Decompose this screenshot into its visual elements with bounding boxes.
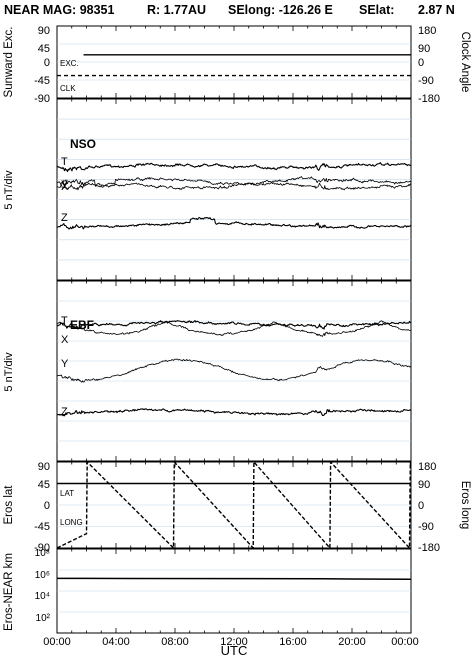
x-tick-label: 00:00 — [43, 636, 71, 648]
eros-long-ytick: 0 — [418, 500, 424, 512]
sunward-ytick: 45 — [38, 43, 50, 55]
lat-series-label: LAT — [60, 489, 74, 498]
nso-y-trace — [56, 176, 412, 188]
nso-z-trace — [56, 216, 412, 230]
x-tick-label: 04:00 — [102, 636, 130, 648]
header-selat: SElat: — [359, 3, 394, 17]
eros-ytick: 0 — [44, 500, 50, 512]
clock-ytick: -90 — [418, 75, 434, 87]
nso-series-x: X — [61, 181, 69, 193]
nso-title: NSO — [70, 137, 96, 151]
nso-x-trace — [56, 181, 412, 191]
nso-ylabel: 5 nT/div — [3, 170, 15, 210]
nso-series-z: Z — [61, 212, 68, 224]
traces — [56, 54, 412, 580]
x-tick-label: 20:00 — [338, 636, 366, 648]
eros-ytick: 90 — [38, 461, 50, 473]
x-tick-label: 16:00 — [279, 636, 307, 648]
clock-ylabel: Clock Angle — [459, 32, 471, 93]
eros-long-ytick: 90 — [418, 479, 430, 491]
header-selong: SElong: -126.26 E — [228, 3, 333, 17]
eros-ytick: -90 — [34, 542, 50, 554]
eros-ytick: 45 — [38, 479, 50, 491]
nso-series-t: T — [61, 156, 68, 168]
header-distance: R: 1.77AU — [147, 3, 206, 17]
range-ytick: 10⁶ — [35, 570, 50, 581]
eros-ytick: -45 — [34, 521, 50, 533]
x-tick-label: 12:00 — [220, 636, 248, 648]
clock-ytick: 0 — [418, 57, 424, 69]
range-ylabel: Eros-NEAR km — [3, 553, 15, 631]
clock-ytick: -180 — [418, 93, 440, 105]
nso-t-trace — [56, 162, 412, 173]
ebf-ylabel: 5 nT/div — [3, 352, 15, 392]
sunward-ytick: -90 — [34, 93, 50, 105]
sunward-ylabel: Sunward Exc. — [3, 27, 15, 98]
ebf-series-y: Y — [61, 358, 69, 370]
ebf-series-x: X — [61, 334, 69, 346]
ebf-title: EBF — [70, 318, 94, 332]
ebf-z-trace — [56, 408, 412, 417]
long-series-label: LONG — [60, 518, 83, 527]
exc-series-label: EXC. — [60, 59, 79, 68]
eros-long-ytick: -90 — [418, 521, 434, 533]
sunward-ytick: 90 — [38, 25, 50, 37]
sunward-ytick: -45 — [34, 75, 50, 87]
range-ytick: 10⁴ — [35, 591, 50, 602]
header: NEAR MAG: 98351 R: 1.77AU SElong: -126.2… — [4, 3, 455, 17]
ebf-series-t: T — [61, 315, 68, 327]
x-axis-label: UTC — [221, 643, 248, 656]
range-ytick: 10² — [36, 613, 51, 624]
x-tick-label: 00:00 — [391, 636, 419, 648]
clk-series-label: CLK — [60, 84, 76, 93]
clock-ytick: 180 — [418, 25, 436, 37]
range-trace — [57, 577, 412, 580]
ebf-series-z: Z — [61, 406, 68, 418]
x-tick-label: 08:00 — [161, 636, 189, 648]
eros-long-ylabel: Eros long — [459, 481, 471, 530]
long-trace — [56, 461, 412, 549]
ebf-t-trace — [56, 320, 412, 330]
header-selat-value: 2.87 N — [418, 3, 455, 17]
eros-lat-ylabel: Eros lat — [3, 485, 15, 525]
nso-series-y-visible: Y — [61, 179, 69, 191]
panel-ebf-frame — [56, 280, 412, 462]
sunward-ytick: 0 — [44, 57, 50, 69]
clock-ytick: 90 — [418, 43, 430, 55]
range-ytick: 10⁸ — [35, 548, 50, 559]
eros-long-ytick: 180 — [418, 461, 436, 473]
ebf-y-trace — [56, 358, 412, 383]
eros-long-ytick: -180 — [418, 542, 440, 554]
panel-nso-frame — [56, 98, 412, 281]
ebf-x-trace — [56, 320, 412, 337]
header-instrument: NEAR MAG: 98351 — [4, 3, 114, 17]
